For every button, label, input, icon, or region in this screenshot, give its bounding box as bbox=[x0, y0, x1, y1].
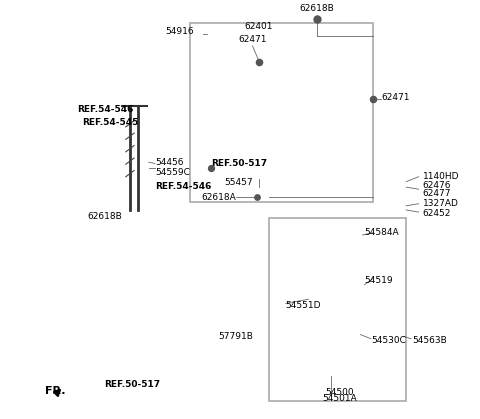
Point bbox=[313, 16, 321, 22]
Text: 54456: 54456 bbox=[155, 158, 183, 167]
Text: 1327AD: 1327AD bbox=[423, 199, 458, 208]
Text: REF.54-546: REF.54-546 bbox=[77, 106, 133, 114]
Point bbox=[369, 95, 377, 102]
Text: 62471: 62471 bbox=[381, 93, 410, 102]
Text: 62618A: 62618A bbox=[201, 193, 236, 202]
Text: REF.54-546: REF.54-546 bbox=[155, 182, 211, 191]
Text: 54501A: 54501A bbox=[322, 394, 357, 403]
Text: 54584A: 54584A bbox=[365, 228, 399, 237]
Text: REF.50-517: REF.50-517 bbox=[211, 160, 267, 168]
Text: 62476: 62476 bbox=[423, 181, 451, 190]
Point bbox=[255, 59, 263, 65]
Text: 54559C: 54559C bbox=[155, 168, 190, 177]
Text: 54563B: 54563B bbox=[412, 336, 447, 345]
Text: 62401: 62401 bbox=[244, 22, 273, 31]
Text: REF.54-545: REF.54-545 bbox=[82, 118, 139, 127]
Text: FR.: FR. bbox=[45, 385, 65, 396]
Text: 54519: 54519 bbox=[365, 276, 393, 285]
Text: REF.50-517: REF.50-517 bbox=[104, 380, 160, 389]
Bar bbox=[190, 23, 373, 202]
Text: 54530C: 54530C bbox=[371, 336, 406, 345]
Bar bbox=[269, 218, 406, 401]
Point bbox=[253, 193, 261, 200]
Text: 54551D: 54551D bbox=[286, 301, 321, 310]
Text: 54500: 54500 bbox=[325, 388, 354, 397]
Text: 62618B: 62618B bbox=[88, 212, 122, 221]
Text: 55457: 55457 bbox=[224, 178, 252, 187]
Text: 1140HD: 1140HD bbox=[423, 172, 459, 181]
Text: 62471: 62471 bbox=[238, 35, 267, 44]
Text: 62477: 62477 bbox=[423, 189, 451, 198]
Point bbox=[207, 165, 215, 172]
Text: 54916: 54916 bbox=[166, 27, 194, 36]
Text: 62618B: 62618B bbox=[300, 4, 334, 13]
Text: 57791B: 57791B bbox=[218, 333, 253, 341]
Text: 62452: 62452 bbox=[423, 209, 451, 218]
